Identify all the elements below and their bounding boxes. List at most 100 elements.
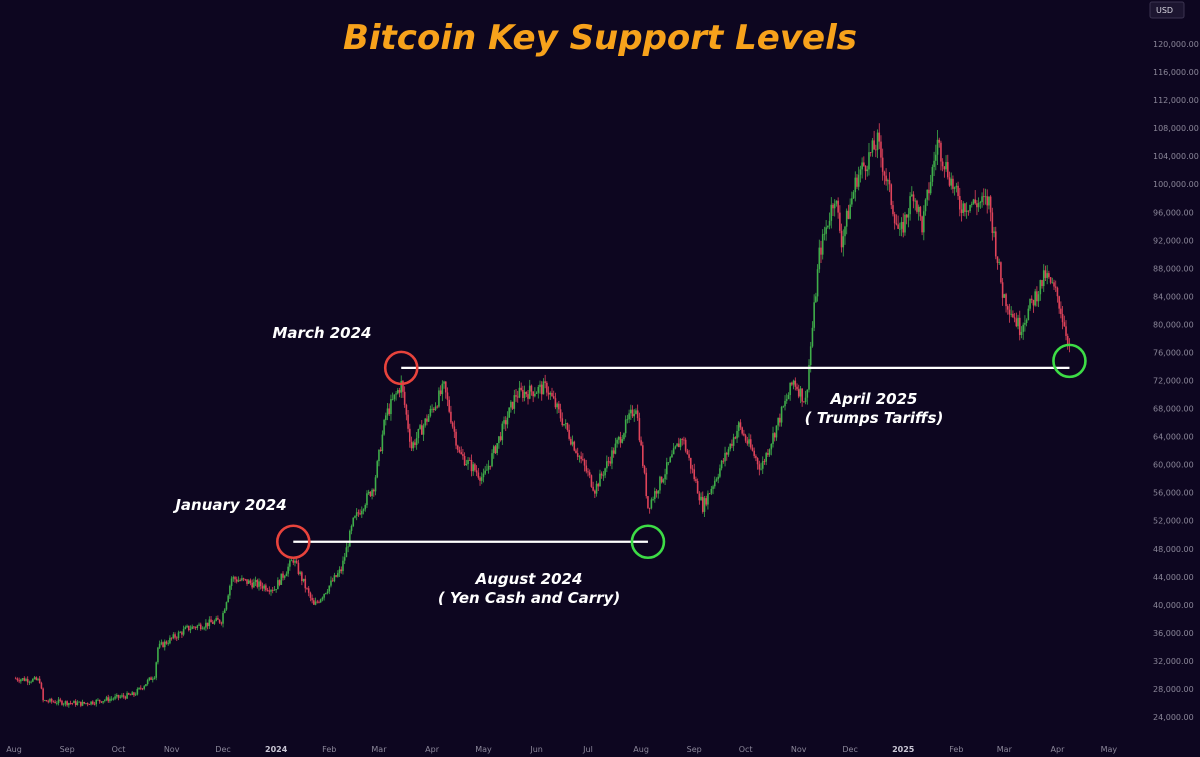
candle-body xyxy=(373,489,375,492)
y-tick-label: 116,000.00 xyxy=(1153,68,1199,77)
candle-body xyxy=(916,200,918,212)
candle-body xyxy=(155,662,158,678)
candle-body xyxy=(362,509,365,511)
candle-body xyxy=(701,496,704,512)
candle-body xyxy=(652,499,654,500)
candle-body xyxy=(439,390,442,395)
candle-body xyxy=(364,505,367,510)
candle-body xyxy=(955,185,958,188)
candle-body xyxy=(146,680,149,685)
candle-body xyxy=(672,448,675,455)
candle-body xyxy=(85,703,87,704)
candle-body xyxy=(568,429,570,439)
candle-body xyxy=(907,214,910,218)
x-tick-label: Apr xyxy=(425,745,440,754)
candle-body xyxy=(582,459,584,460)
candle-body xyxy=(982,196,985,198)
candle-body xyxy=(498,436,500,444)
currency-badge[interactable]: USD xyxy=(1149,1,1185,19)
candle-body xyxy=(616,439,618,444)
candle-body xyxy=(350,525,353,531)
candle-body xyxy=(265,585,267,591)
candle-body xyxy=(217,618,219,620)
candle-body xyxy=(559,409,562,419)
candle-body xyxy=(876,132,879,150)
candle-body xyxy=(419,425,421,429)
candle-body xyxy=(494,446,497,454)
candle-body xyxy=(607,461,610,463)
candle-body xyxy=(167,643,170,645)
candle-body xyxy=(354,515,356,518)
candle-body xyxy=(431,408,433,410)
candle-body xyxy=(426,418,428,422)
candle-body xyxy=(665,462,668,475)
x-tick-label: Aug xyxy=(633,745,649,754)
candle-body xyxy=(958,196,961,210)
candle-body xyxy=(919,206,922,217)
candle-body xyxy=(114,696,116,699)
candle-body xyxy=(698,493,701,501)
candle-body xyxy=(984,196,987,198)
candle-body xyxy=(943,166,946,170)
candle-body xyxy=(827,225,829,228)
candle-body xyxy=(695,479,697,482)
candle-body xyxy=(849,204,851,219)
candle-body xyxy=(938,139,941,143)
candle-body xyxy=(331,580,334,582)
candle-body xyxy=(743,433,745,436)
candle-body xyxy=(914,200,917,202)
candle-body xyxy=(379,449,382,452)
candle-body xyxy=(246,579,248,584)
candle-body xyxy=(998,262,1000,264)
candle-body xyxy=(640,440,642,446)
candle-body xyxy=(893,214,896,224)
candle-body xyxy=(703,498,706,512)
annotation-label: March 2024 xyxy=(273,324,372,342)
candle-body xyxy=(671,454,673,458)
candle-body xyxy=(444,381,447,393)
candle-body xyxy=(283,576,286,578)
candle-body xyxy=(151,678,154,680)
candle-body xyxy=(515,395,517,397)
candle-body xyxy=(796,386,798,390)
candle-body xyxy=(1001,282,1004,298)
candle-body xyxy=(275,589,277,590)
candle-body xyxy=(398,390,401,393)
x-axis: Aug Sep Oct Nov Dec 2024 Feb Mar Apr May Jun Jul Aug… xyxy=(6,745,1117,754)
candle-body xyxy=(220,622,223,624)
candle-body xyxy=(487,465,490,470)
candle-body xyxy=(26,679,29,683)
candle-body xyxy=(396,390,399,394)
candle-body xyxy=(861,162,863,170)
candle-body xyxy=(441,383,444,395)
candle-body xyxy=(511,401,514,409)
candle-body xyxy=(299,572,301,574)
candle-body xyxy=(890,184,893,206)
annotation-jan-2024: January 2024 xyxy=(172,496,286,514)
candle-body xyxy=(290,560,293,562)
candle-body xyxy=(1058,296,1060,309)
candle-body xyxy=(74,700,77,706)
candle-body xyxy=(823,233,826,235)
candle-body xyxy=(631,409,634,417)
candle-body xyxy=(900,221,903,229)
candle-body xyxy=(287,566,289,574)
candle-body xyxy=(68,703,70,706)
candle-body xyxy=(258,581,260,587)
candle-body xyxy=(443,381,445,384)
candle-body xyxy=(325,593,327,594)
candle-body xyxy=(460,452,462,455)
candle-body xyxy=(1039,280,1042,295)
marker-circle-jan-2024 xyxy=(275,524,311,560)
candle-body xyxy=(253,581,255,588)
candle-body xyxy=(184,627,187,630)
candle-body xyxy=(232,577,235,579)
candle-body xyxy=(926,189,929,200)
candle-body xyxy=(996,256,999,263)
candle-body xyxy=(606,461,608,469)
candle-body xyxy=(772,433,774,444)
candle-body xyxy=(163,641,166,648)
candle-body xyxy=(1025,319,1028,323)
candle-body xyxy=(196,625,199,628)
candle-body xyxy=(463,456,466,466)
